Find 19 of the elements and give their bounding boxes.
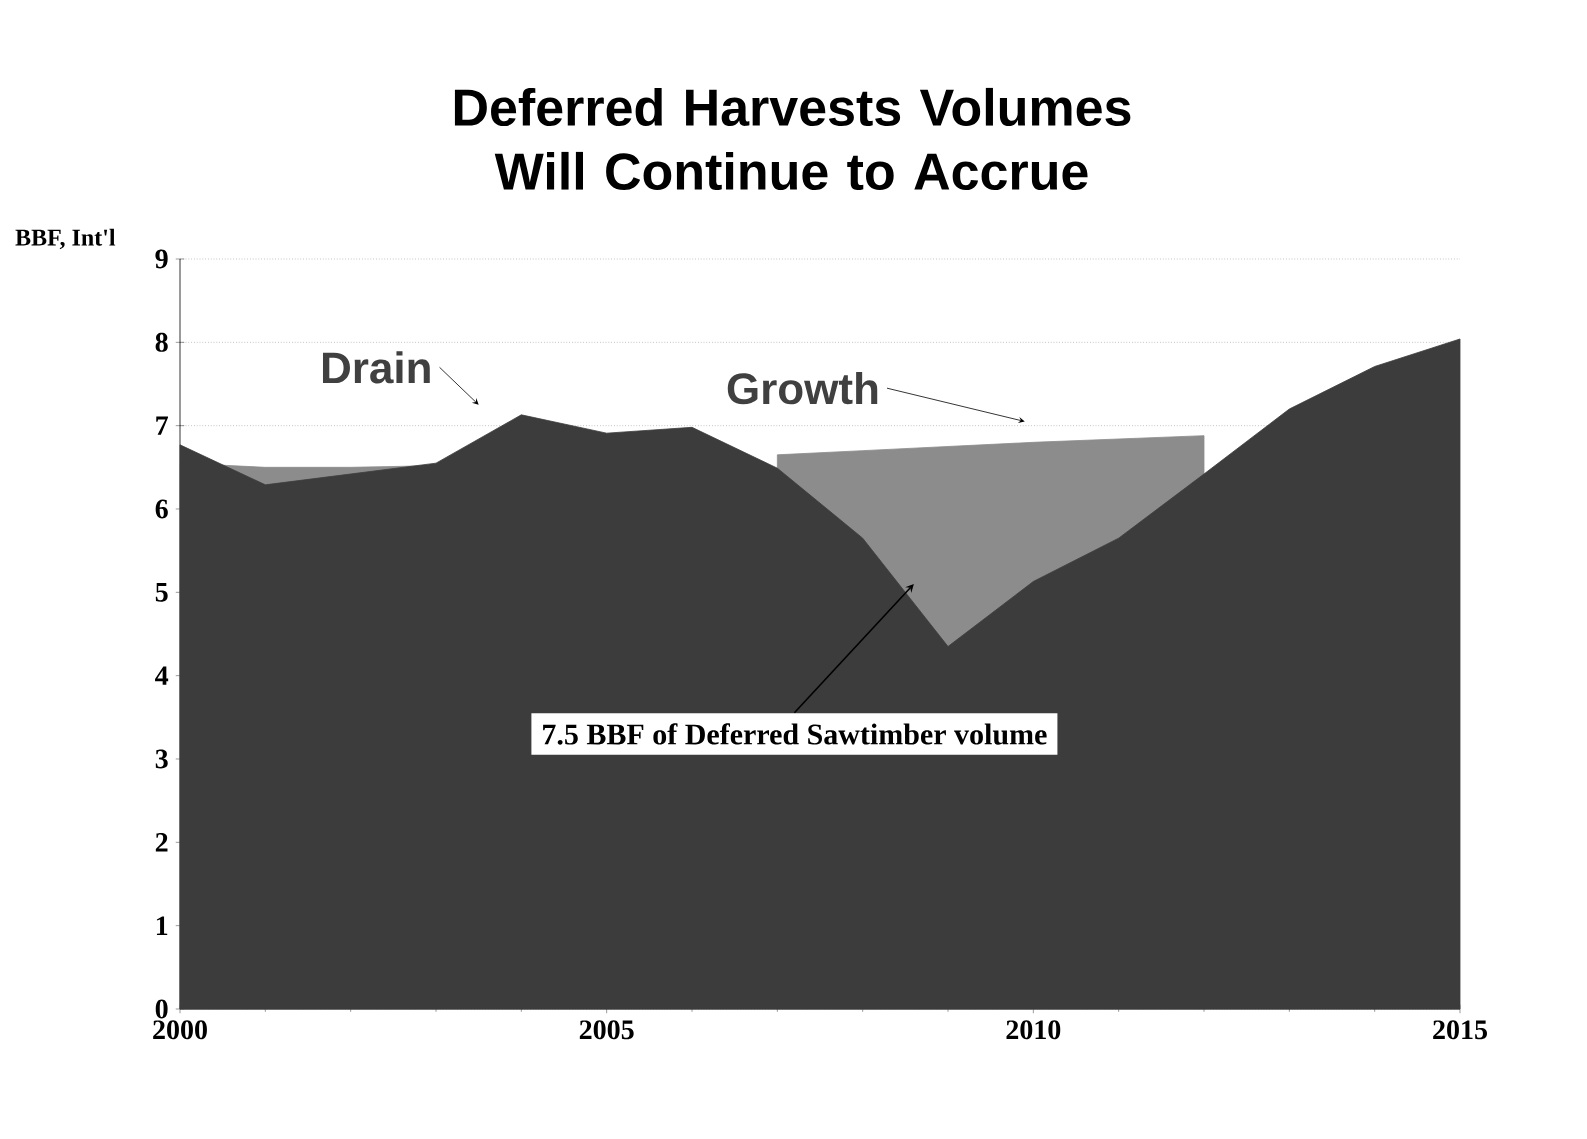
y-tick-label: 4 (155, 666, 169, 685)
y-tick-label: 0 (155, 999, 168, 1019)
y-tick-label: 2 (155, 833, 168, 852)
x-tick-label: 2015 (1433, 1020, 1487, 1040)
x-tick-label: 2005 (579, 1020, 634, 1040)
y-tick-label: 8 (155, 332, 168, 352)
series-label: Growth (727, 371, 878, 405)
y-tick-label: 6 (155, 499, 168, 519)
y-tick-label: 9 (155, 249, 168, 269)
x-tick-label: 2000 (153, 1020, 207, 1040)
y-tick-label: 5 (155, 583, 168, 602)
x-tick-label: 2010 (1006, 1020, 1061, 1040)
annotation: 7.5 BBF of Deferred Sawtimber volume (543, 723, 1047, 745)
y-axis-title: BBF, Int'l (15, 228, 116, 250)
chart-title: Deferred Harvests Volumes Will Continue to Accrue (454, 87, 1131, 191)
y-tick-label: 1 (156, 916, 168, 935)
y-tick-label: 3 (155, 749, 168, 769)
series-label: Drain (322, 351, 430, 384)
y-tick-label: 7 (156, 416, 169, 435)
